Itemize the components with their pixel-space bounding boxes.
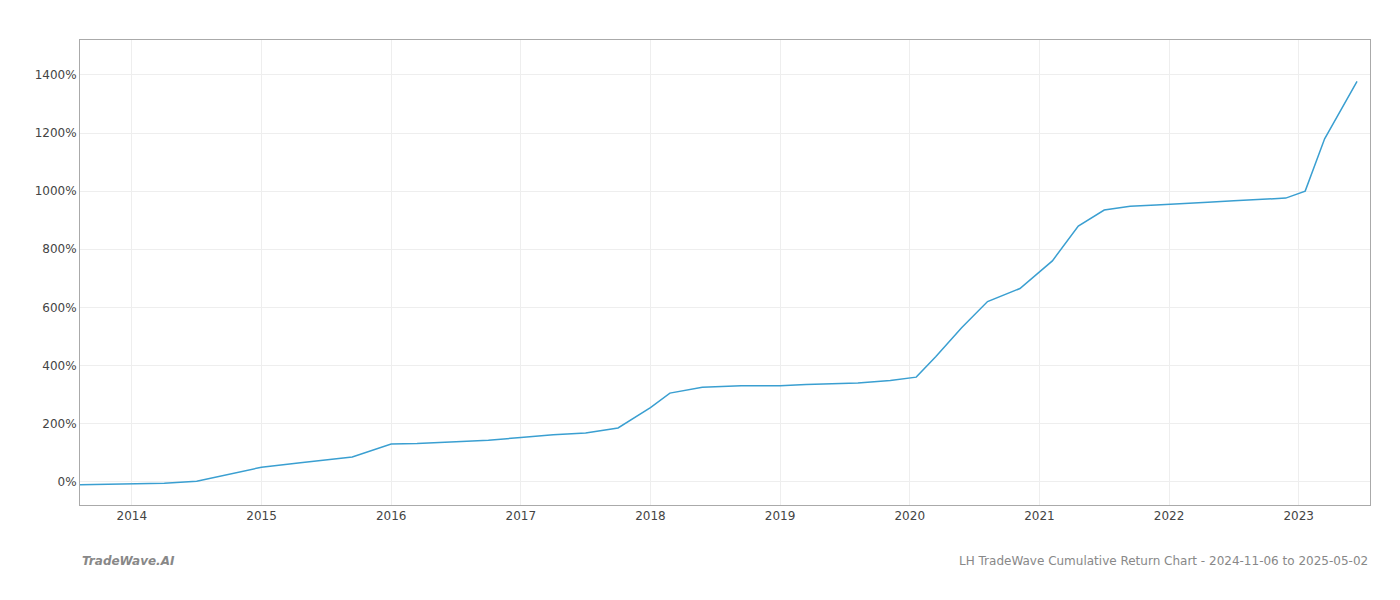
svg-text:0%: 0% — [58, 475, 77, 489]
svg-text:2018: 2018 — [635, 509, 666, 523]
svg-text:LH TradeWave Cumulative Return: LH TradeWave Cumulative Return Chart - 2… — [959, 554, 1368, 568]
svg-text:2020: 2020 — [894, 509, 925, 523]
svg-text:600%: 600% — [42, 301, 76, 315]
svg-text:2014: 2014 — [117, 509, 148, 523]
svg-text:2019: 2019 — [765, 509, 796, 523]
svg-text:1000%: 1000% — [35, 184, 77, 198]
svg-text:1200%: 1200% — [35, 126, 77, 140]
svg-text:800%: 800% — [42, 242, 76, 256]
svg-text:2016: 2016 — [376, 509, 407, 523]
svg-text:2022: 2022 — [1154, 509, 1185, 523]
svg-text:2021: 2021 — [1024, 509, 1055, 523]
svg-text:1400%: 1400% — [35, 68, 77, 82]
svg-text:2023: 2023 — [1283, 509, 1314, 523]
svg-text:400%: 400% — [42, 359, 76, 373]
svg-text:2017: 2017 — [506, 509, 537, 523]
svg-text:TradeWave.AI: TradeWave.AI — [82, 554, 175, 568]
svg-text:2015: 2015 — [246, 509, 277, 523]
svg-text:200%: 200% — [42, 417, 76, 431]
